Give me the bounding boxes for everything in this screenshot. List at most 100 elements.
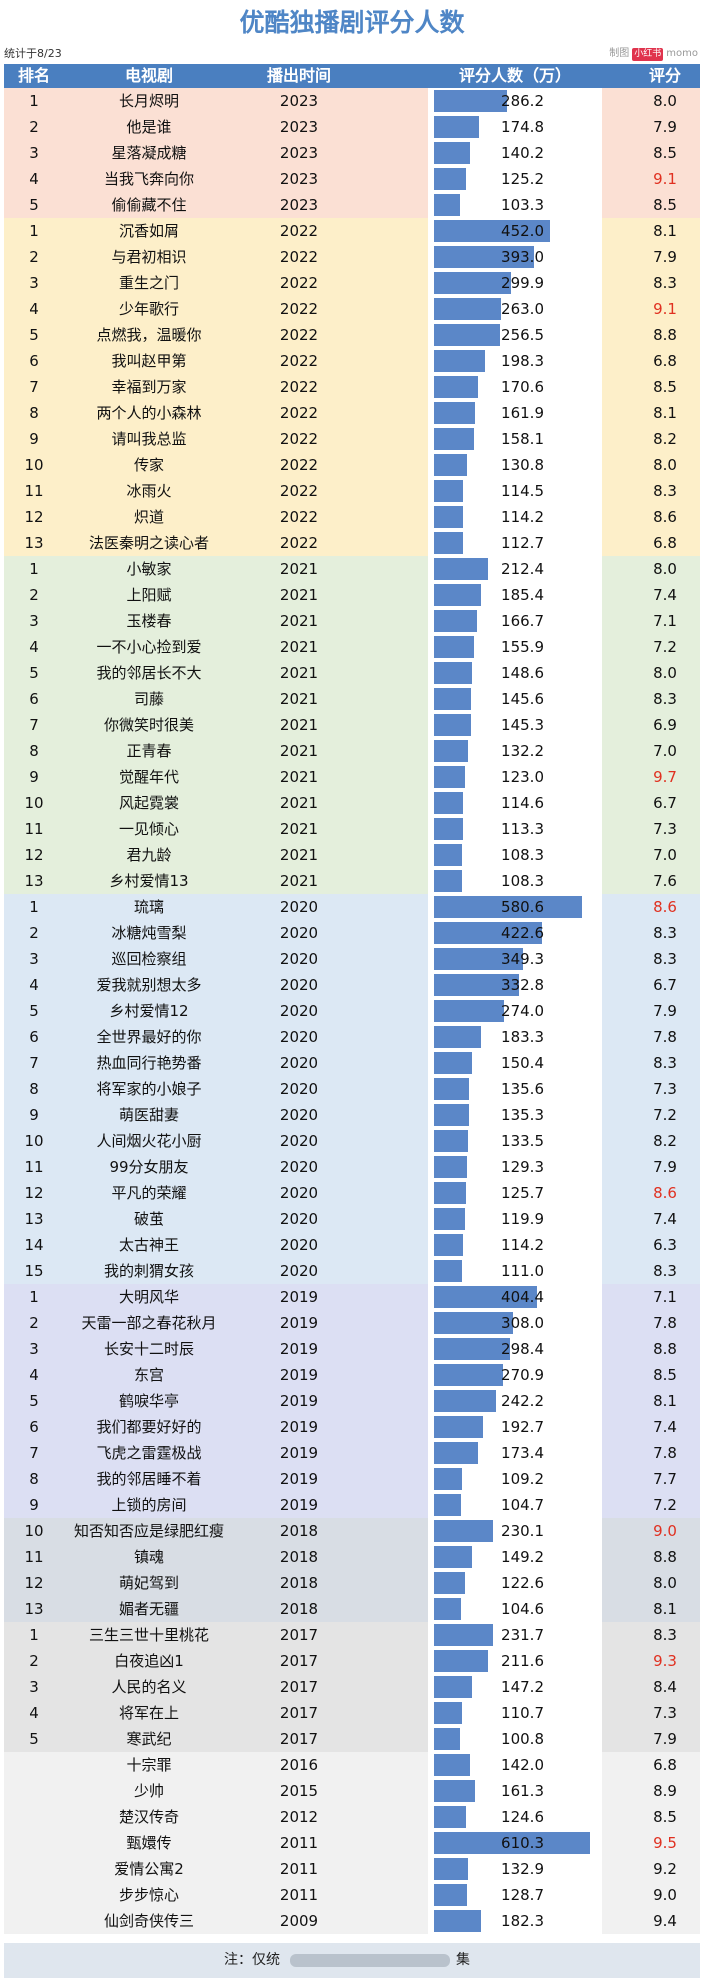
count-bar	[434, 272, 511, 294]
drama-title-cell: 沉香如屑	[118, 222, 179, 240]
rank-cell: 6	[29, 352, 39, 370]
header-drama: 电视剧	[124, 66, 173, 85]
count-label: 135.6	[501, 1080, 544, 1098]
table-row: 6 我叫赵甲第 2022 198.3 6.8	[4, 348, 700, 374]
score-cell: 8.0	[653, 560, 677, 578]
count-label: 174.8	[501, 118, 544, 136]
air-year-cell: 2020	[279, 976, 319, 994]
air-year-cell: 2020	[279, 1106, 319, 1124]
table-row: 14 太古神王 2020 114.2 6.3	[4, 1232, 700, 1258]
count-label: 119.9	[501, 1210, 544, 1228]
count-label: 231.7	[501, 1626, 544, 1644]
air-year-cell: 2023	[279, 144, 319, 162]
rank-cell: 2	[29, 924, 39, 942]
air-year-cell: 2021	[279, 690, 319, 708]
count-bar	[434, 506, 463, 528]
footer-note: 注：仅统 集	[4, 1943, 700, 1978]
air-year-cell: 2022	[279, 456, 319, 474]
score-cell: 8.6	[653, 1184, 677, 1202]
table-row: 2 天雷一部之春花秋月 2019 308.0 7.8	[4, 1310, 700, 1336]
drama-title-cell: 星落凝成糖	[111, 144, 187, 162]
air-year-cell: 2018	[279, 1600, 319, 1618]
rank-cell: 12	[24, 846, 44, 864]
drama-title-cell: 偷偷藏不住	[111, 196, 187, 214]
drama-title-cell: 当我飞奔向你	[103, 170, 194, 188]
table-row: 13 媚者无疆 2018 104.6 8.1	[4, 1596, 700, 1622]
count-bar	[434, 1234, 463, 1256]
score-cell: 7.3	[653, 1080, 677, 1098]
drama-title-cell: 小敏家	[126, 560, 172, 578]
footer-note-tail: 集	[456, 1952, 470, 1968]
score-cell: 7.2	[653, 1496, 677, 1514]
footer-blurred-text	[290, 1954, 450, 1967]
score-cell: 8.5	[653, 1808, 677, 1826]
count-label: 308.0	[501, 1314, 544, 1332]
count-label: 114.2	[501, 508, 544, 526]
count-label: 145.6	[501, 690, 544, 708]
table-row: 11 冰雨火 2022 114.5 8.3	[4, 478, 700, 504]
count-bar	[434, 376, 478, 398]
table-row: 3 重生之门 2022 299.9 8.3	[4, 270, 700, 296]
score-cell: 7.3	[653, 820, 677, 838]
stat-date-label: 统计于8/23	[4, 47, 62, 60]
rank-cell: 12	[24, 1574, 44, 1592]
drama-title-cell: 点燃我，温暖你	[96, 326, 202, 344]
count-label: 170.6	[501, 378, 544, 396]
count-bar	[434, 480, 463, 502]
count-label: 112.7	[501, 534, 544, 552]
count-bar	[434, 974, 519, 996]
drama-title-cell: 一见倾心	[118, 820, 179, 838]
table-row: 5 我的邻居长不大 2021 148.6 8.0	[4, 660, 700, 686]
air-year-cell: 2011	[279, 1860, 319, 1878]
air-year-cell: 2022	[279, 508, 319, 526]
air-year-cell: 2018	[279, 1522, 319, 1540]
score-cell: 8.3	[653, 950, 677, 968]
table-row: 7 你微笑时很美 2021 145.3 6.9	[4, 712, 700, 738]
rank-cell	[4, 1908, 64, 1934]
rank-cell: 5	[29, 1730, 39, 1748]
count-label: 103.3	[501, 196, 544, 214]
count-label: 422.6	[501, 924, 544, 942]
rank-cell: 1	[29, 1626, 39, 1644]
drama-title-cell: 与君初相识	[111, 248, 187, 266]
drama-title-cell: 少帅	[133, 1782, 164, 1800]
score-cell: 6.7	[653, 976, 677, 994]
rank-cell: 5	[29, 1392, 39, 1410]
score-cell: 7.9	[653, 1730, 677, 1748]
count-label: 129.3	[501, 1158, 544, 1176]
air-year-cell: 2020	[279, 1028, 319, 1046]
table-row: 10 知否知否应是绿肥红瘦 2018 230.1 9.0	[4, 1518, 700, 1544]
count-bar	[434, 90, 507, 112]
count-bar	[434, 1520, 493, 1542]
drama-title-cell: 十宗罪	[126, 1756, 172, 1774]
air-year-cell: 2022	[279, 274, 319, 292]
count-label: 158.1	[501, 430, 544, 448]
score-cell: 8.3	[653, 1626, 677, 1644]
rank-cell: 13	[24, 1600, 44, 1618]
air-year-cell: 2019	[279, 1418, 319, 1436]
count-bar	[434, 1754, 470, 1776]
drama-title-cell: 上阳赋	[126, 586, 172, 604]
score-cell: 7.8	[653, 1028, 677, 1046]
count-bar	[434, 1052, 472, 1074]
count-bar	[434, 896, 582, 918]
count-label: 286.2	[501, 92, 544, 110]
air-year-cell: 2021	[279, 794, 319, 812]
air-year-cell: 2021	[279, 742, 319, 760]
rank-cell: 8	[29, 1080, 39, 1098]
table-row: 仙剑奇侠传三 2009 182.3 9.4	[4, 1908, 700, 1934]
rank-cell	[4, 1752, 64, 1778]
rank-cell: 9	[29, 430, 39, 448]
table-row: 5 乡村爱情12 2020 274.0 7.9	[4, 998, 700, 1024]
drama-title-cell: 炽道	[133, 508, 164, 526]
score-cell: 7.9	[653, 1158, 677, 1176]
drama-title-cell: 重生之门	[118, 274, 179, 292]
rank-cell: 13	[24, 872, 44, 890]
score-cell: 6.8	[653, 1756, 677, 1774]
drama-title-cell: 我的刺猬女孩	[103, 1262, 194, 1280]
count-bar	[434, 1182, 466, 1204]
drama-title-cell: 萌医甜妻	[118, 1106, 179, 1124]
table-row: 4 将军在上 2017 110.7 7.3	[4, 1700, 700, 1726]
count-bar	[434, 1728, 460, 1750]
air-year-cell: 2020	[279, 1080, 319, 1098]
